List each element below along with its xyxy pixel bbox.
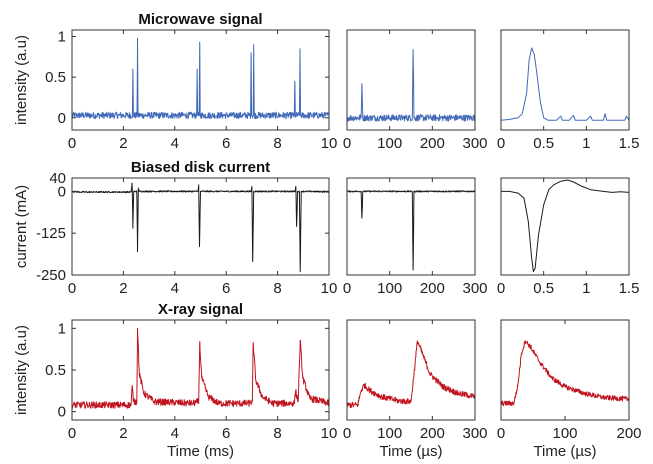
xr_full-xtick-label: 4 xyxy=(171,425,179,442)
xr_mid-xtick-label: 0 xyxy=(343,425,351,442)
xr_full-ylabel: intensity (a.u) xyxy=(13,325,30,415)
mw_zoom-xtick-label: 0 xyxy=(497,135,505,152)
mw_full-ylabel: intensity (a.u) xyxy=(13,35,30,125)
xr_full-xtick-label: 10 xyxy=(321,425,338,442)
mw_full-ytick-label: 0 xyxy=(58,110,66,127)
cur_mid-xtick-label: 300 xyxy=(462,280,487,297)
mw_full-ytick-label: 0.5 xyxy=(45,69,66,86)
mw_zoom-xtick-label: 1.5 xyxy=(619,135,640,152)
cur_zoom-xtick-label: 1 xyxy=(582,280,590,297)
mw_full-xtick-label: 6 xyxy=(222,135,230,152)
mw_full-xtick-label: 8 xyxy=(273,135,281,152)
xr_full-ytick-label: 0 xyxy=(58,404,66,421)
mw_zoom-axes-frame xyxy=(500,29,630,131)
mw_mid-series-line-0 xyxy=(346,49,476,122)
mw_full-xtick-label: 0 xyxy=(68,135,76,152)
xr_zoom-axes-frame xyxy=(500,319,630,421)
panel-mw_full: 0 2 4 6 8 10 0 0.5 1 Microwave signal intensity (a… xyxy=(13,11,337,152)
panel-mw_zoom: 0 0.5 1 1.5 xyxy=(497,29,640,152)
cur_full-xtick-label: 4 xyxy=(171,280,179,297)
mw_mid-xtick-label: 300 xyxy=(462,135,487,152)
cur_full-xtick-label: 2 xyxy=(119,280,127,297)
mw_full-ytick-label: 1 xyxy=(58,29,66,46)
xr_zoom-series-line-0 xyxy=(500,340,630,407)
panel-xr_full: 0 2 4 6 8 10 0 0.5 1 X-ray signal intensity (a.u) T… xyxy=(13,301,337,460)
xr_full-xtick-label: 8 xyxy=(273,425,281,442)
mw_full-series-line-0 xyxy=(71,37,330,120)
xr_mid-xlabel: Time (µs) xyxy=(379,443,442,460)
mw_mid-xtick-label: 0 xyxy=(343,135,351,152)
mw_zoom-xtick-label: 1 xyxy=(582,135,590,152)
cur_full-ytick-label: 0 xyxy=(58,183,66,200)
xr_full-xlabel: Time (ms) xyxy=(167,443,234,460)
panel-xr_zoom: 0 100 200 Time (µs) xyxy=(497,319,642,460)
xr_full-xtick-label: 6 xyxy=(222,425,230,442)
panel-cur_mid: 0 100 200 300 xyxy=(343,177,488,297)
mw_full-xtick-label: 4 xyxy=(171,135,179,152)
cur_mid-xtick-label: 200 xyxy=(420,280,445,297)
cur_full-xtick-label: 8 xyxy=(273,280,281,297)
cur_zoom-xtick-label: 0 xyxy=(497,280,505,297)
mw_full-xtick-label: 10 xyxy=(321,135,338,152)
xr_zoom-xlabel: Time (µs) xyxy=(533,443,596,460)
mw_zoom-series-line-0 xyxy=(500,47,630,121)
cur_mid-xtick-label: 0 xyxy=(343,280,351,297)
xr_full-ytick-label: 1 xyxy=(58,320,66,337)
cur_mid-axes-frame xyxy=(346,177,476,276)
cur_zoom-xtick-label: 1.5 xyxy=(619,280,640,297)
cur_full-ytick-label: 40 xyxy=(49,170,66,187)
cur_mid-xtick-label: 100 xyxy=(377,280,402,297)
xr_mid-xtick-label: 200 xyxy=(420,425,445,442)
cur_full-title: Biased disk current xyxy=(131,159,270,176)
xr_mid-series-line-0 xyxy=(346,340,476,409)
mw_full-axes-frame xyxy=(71,29,330,131)
mw_full-xtick-label: 2 xyxy=(119,135,127,152)
xr_zoom-xtick-label: 0 xyxy=(497,425,505,442)
mw_mid-xtick-label: 200 xyxy=(420,135,445,152)
panel-xr_mid: 0 100 200 300 Time (µs) xyxy=(343,319,488,460)
xr_full-xtick-label: 2 xyxy=(119,425,127,442)
cur_mid-series-line-0 xyxy=(346,190,476,271)
cur_full-ytick-label: -125 xyxy=(36,225,66,242)
xr_full-title: X-ray signal xyxy=(158,301,243,318)
mw_full-title: Microwave signal xyxy=(138,11,262,28)
cur_zoom-axes-frame xyxy=(500,177,630,276)
panel-cur_zoom: 0 0.5 1 1.5 xyxy=(497,177,640,297)
xr_mid-xtick-label: 100 xyxy=(377,425,402,442)
xr_mid-axes-frame xyxy=(346,319,476,421)
xr_zoom-xtick-label: 200 xyxy=(616,425,641,442)
cur_full-axes-frame xyxy=(71,177,330,276)
mw_zoom-xtick-label: 0.5 xyxy=(533,135,554,152)
cur_full-xtick-label: 10 xyxy=(321,280,338,297)
mw_mid-xtick-label: 100 xyxy=(377,135,402,152)
cur_zoom-series-line-0 xyxy=(501,179,630,273)
xr_mid-xtick-label: 300 xyxy=(462,425,487,442)
mw_mid-axes-frame xyxy=(346,29,476,131)
xr_full-ytick-label: 0.5 xyxy=(45,362,66,379)
cur_full-xtick-label: 0 xyxy=(68,280,76,297)
panel-mw_mid: 0 100 200 300 xyxy=(343,29,488,152)
cur_zoom-xtick-label: 0.5 xyxy=(533,280,554,297)
xr_full-xtick-label: 0 xyxy=(68,425,76,442)
xr_full-series-line-0 xyxy=(71,327,330,409)
cur_full-series-line-0 xyxy=(71,182,330,273)
cur_full-ylabel: current (mA) xyxy=(13,185,30,268)
cur_full-ytick-label: -250 xyxy=(36,267,66,284)
cur_full-xtick-label: 6 xyxy=(222,280,230,297)
xr_zoom-xtick-label: 100 xyxy=(552,425,577,442)
